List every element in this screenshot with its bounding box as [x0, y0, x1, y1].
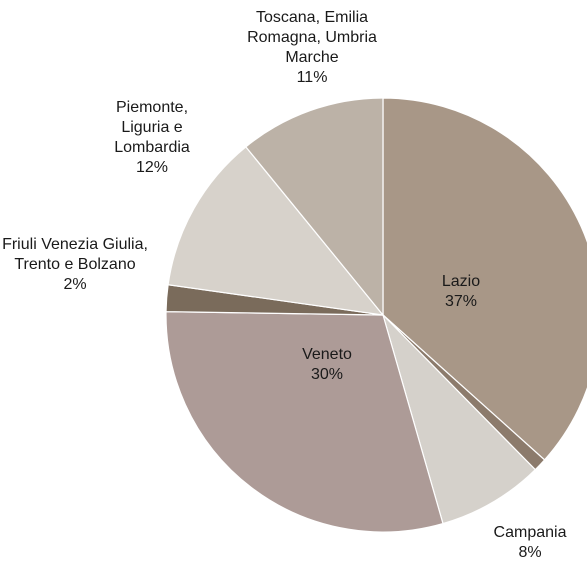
value-label: 37% — [444, 293, 478, 310]
slice-label: Lazio 37% — [401, 272, 521, 312]
pie-slice — [165, 311, 444, 533]
category-label: Lazio — [441, 273, 481, 290]
value-label: 12% — [135, 159, 169, 176]
category-label: Friuli Venezia Giulia, Trento e Bolzano — [2, 236, 148, 273]
pie-slice — [167, 146, 385, 316]
category-label: Piemonte, Liguria e Lombardia — [114, 99, 190, 156]
slice-label: Friuli Venezia Giulia, Trento e Bolzano 2… — [0, 235, 150, 295]
slice-label: Piemonte, Liguria e Lombardia 12% — [92, 98, 212, 178]
pie-slice — [244, 97, 384, 317]
value-label: 8% — [518, 544, 542, 561]
pie-slice — [382, 97, 587, 461]
value-label: 11% — [296, 69, 328, 86]
value-label: 2% — [63, 276, 87, 293]
slice-label: Campania 8% — [480, 523, 580, 563]
pie-slice — [382, 314, 537, 525]
slice-label: Toscana, Emilia Romagna, Umbria Marche 11… — [227, 8, 397, 88]
category-label: Campania — [493, 524, 567, 541]
category-label: Toscana, Emilia Romagna, Umbria Marche — [247, 9, 377, 66]
slice-label: Veneto 30% — [267, 345, 387, 385]
value-label: 30% — [310, 366, 344, 383]
category-label: Veneto — [302, 346, 352, 363]
